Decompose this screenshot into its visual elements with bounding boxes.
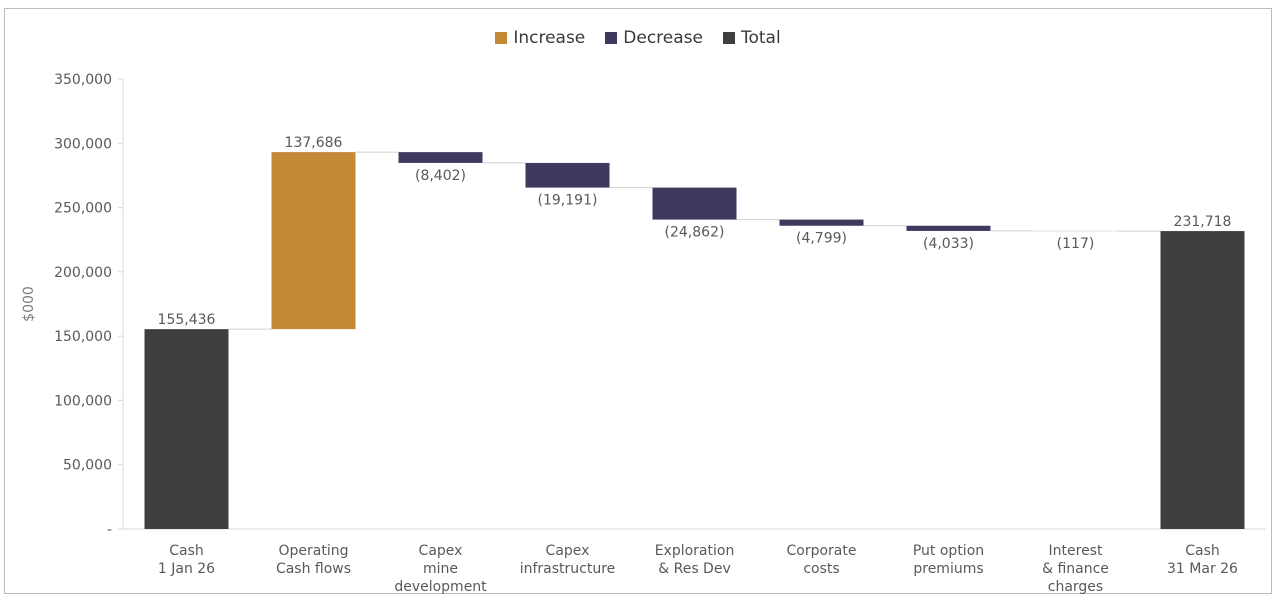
y-tick-label: 350,000 — [54, 72, 112, 88]
category-label: & finance — [1042, 561, 1109, 577]
category-label: Cash — [169, 543, 204, 559]
category-label: & Res Dev — [658, 561, 731, 577]
data-label: (4,033) — [923, 236, 974, 252]
bar-decrease — [906, 225, 991, 231]
category-label: Cash flows — [276, 561, 351, 577]
category-label: Interest — [1049, 543, 1103, 559]
bar-decrease — [525, 162, 610, 188]
data-label: (117) — [1057, 236, 1095, 252]
category-label: mine — [423, 561, 458, 577]
category-label: 1 Jan 26 — [158, 561, 215, 577]
y-tick-label: 50,000 — [63, 458, 112, 474]
category-label: Corporate — [787, 543, 857, 559]
data-label: 155,436 — [158, 312, 216, 328]
y-tick-label: 200,000 — [54, 265, 112, 281]
y-tick-label: 100,000 — [54, 393, 112, 409]
legend-item-decrease: Decrease — [605, 28, 703, 48]
category-label: Operating — [279, 543, 349, 559]
data-labels: 155,436 137,686 (8,402) (19,191) (24,862) (4,… — [158, 135, 1232, 328]
data-label: 231,718 — [1174, 214, 1232, 230]
chart-legend: Increase Decrease Total — [0, 28, 1276, 48]
legend-swatch-decrease — [605, 32, 618, 44]
data-label: (8,402) — [415, 168, 466, 184]
bar-decrease — [779, 219, 864, 226]
y-tick-label: 250,000 — [54, 201, 112, 217]
category-label: Capex — [419, 543, 463, 559]
category-label: development — [394, 579, 487, 595]
bars — [144, 152, 1245, 530]
category-label: infrastructure — [520, 561, 616, 577]
data-label: (19,191) — [538, 193, 598, 209]
category-label: Cash — [1185, 543, 1220, 559]
category-label: charges — [1048, 579, 1103, 595]
category-label: costs — [803, 561, 839, 577]
legend-label-total: Total — [740, 28, 781, 48]
category-label: Capex — [546, 543, 590, 559]
legend-label-decrease: Decrease — [623, 28, 703, 48]
legend-swatch-increase — [495, 32, 508, 44]
category-label: Put option — [913, 543, 984, 559]
y-tick-label: 150,000 — [54, 329, 112, 345]
y-tick-label: - — [107, 522, 112, 538]
bar-decrease — [398, 152, 483, 163]
bar-total — [1160, 231, 1245, 530]
axes: - 50,000 100,000 150,000 200,000 250,000 300,0… — [54, 72, 1266, 538]
legend-label-increase: Increase — [513, 28, 586, 48]
bar-decrease — [652, 187, 737, 220]
legend-item-total: Total — [722, 28, 781, 48]
y-tick-label: 300,000 — [54, 136, 112, 152]
category-labels: Cash 1 Jan 26 Operating Cash flows Capex mine… — [158, 543, 1238, 595]
data-label: 137,686 — [285, 135, 343, 151]
data-label: (24,862) — [665, 225, 725, 241]
connector-lines — [228, 151, 1161, 330]
legend-item-increase: Increase — [495, 28, 585, 48]
category-label: Exploration — [655, 543, 735, 559]
category-label: 31 Mar 26 — [1167, 561, 1238, 577]
bar-increase — [271, 152, 356, 330]
category-label: premiums — [913, 561, 983, 577]
data-label: (4,799) — [796, 231, 847, 247]
legend-swatch-total — [722, 32, 735, 44]
bar-total — [144, 329, 229, 529]
y-axis-label: $000 — [21, 286, 37, 322]
